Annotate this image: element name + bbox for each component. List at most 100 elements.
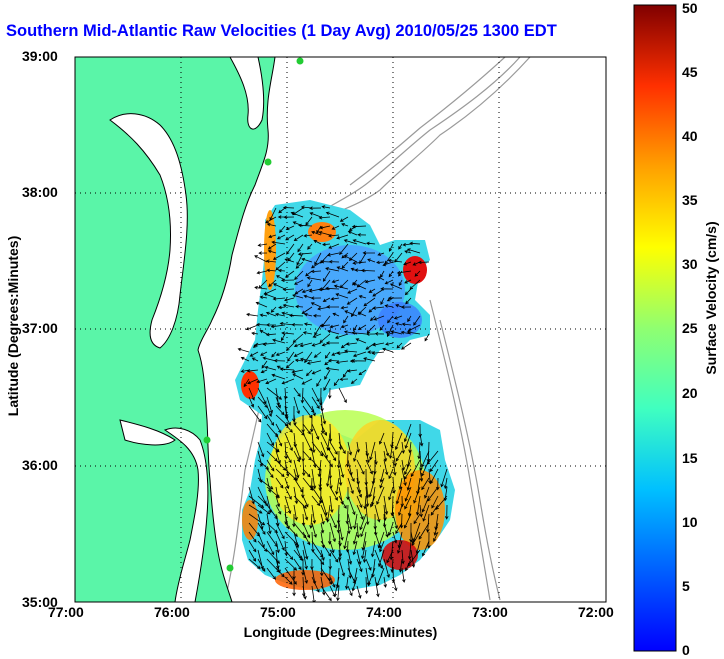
velocity-arrow	[311, 450, 317, 468]
velocity-arrow	[394, 432, 403, 451]
velocity-arrow	[251, 357, 259, 362]
velocity-arrow	[311, 576, 320, 593]
velocity-arrow	[285, 225, 295, 231]
velocity-arrow	[405, 297, 412, 305]
velocity-arrow	[385, 342, 394, 346]
velocity-arrow	[266, 268, 277, 273]
velocity-arrow	[365, 459, 373, 475]
velocity-arrow	[266, 513, 272, 535]
velocity-arrow	[386, 549, 394, 564]
velocity-arrow	[248, 396, 254, 408]
velocity-arrow	[367, 567, 376, 586]
velocity-arrow	[407, 504, 412, 517]
velocity-arrow	[247, 378, 259, 385]
velocity-arrow	[279, 367, 295, 371]
velocity-arrow	[265, 311, 277, 317]
velocity-arrow	[347, 549, 353, 565]
velocity-arrow	[404, 495, 412, 510]
velocity-arrow	[266, 432, 274, 447]
velocity-arrow	[284, 258, 295, 263]
velocity-arrow	[338, 522, 344, 541]
velocity-arrow	[363, 297, 376, 307]
velocity-arrow	[382, 261, 394, 267]
velocity-arrow	[260, 369, 268, 374]
velocity-arrow	[440, 468, 448, 488]
velocity-arrow	[360, 522, 367, 538]
velocity-arrow	[430, 468, 439, 485]
velocity-arrow	[275, 396, 281, 409]
velocity-arrow	[344, 310, 358, 317]
velocity-arrow	[248, 486, 255, 505]
velocity-arrow	[311, 549, 325, 566]
velocity-arrow	[395, 322, 403, 326]
velocity-arrow	[352, 540, 358, 556]
velocity-arrow	[318, 287, 331, 292]
velocity-arrow	[266, 222, 277, 227]
velocity-arrow	[424, 486, 430, 499]
velocity-arrow	[293, 450, 300, 463]
velocity-arrow	[352, 282, 367, 290]
velocity-arrow	[263, 292, 277, 299]
velocity-arrow	[388, 468, 394, 480]
velocity-arrow	[372, 288, 385, 297]
velocity-arrow	[368, 288, 376, 293]
velocity-arrow	[302, 423, 311, 435]
velocity-arrow	[291, 369, 304, 374]
velocity-arrow	[338, 441, 346, 455]
velocity-arrow	[281, 378, 295, 385]
velocity-arrow	[343, 349, 358, 353]
velocity-arrow	[369, 315, 376, 322]
velocity-arrow	[346, 369, 358, 373]
velocity-arrow	[410, 459, 421, 478]
velocity-arrow	[365, 567, 371, 587]
velocity-arrow	[382, 347, 394, 353]
velocity-arrow	[293, 468, 299, 482]
velocity-arrow	[326, 432, 331, 451]
velocity-arrow	[281, 333, 286, 342]
velocity-arrow	[298, 223, 313, 228]
velocity-arrow	[374, 332, 385, 336]
velocity-arrow	[284, 459, 290, 477]
low-velocity-region	[378, 302, 422, 338]
velocity-arrow	[388, 243, 394, 252]
velocity-arrow	[275, 450, 281, 465]
velocity-arrow	[302, 450, 312, 461]
velocity-arrow	[328, 423, 333, 443]
velocity-arrow	[293, 396, 300, 415]
velocity-arrow	[307, 243, 313, 250]
velocity-arrow	[383, 441, 390, 457]
velocity-arrow	[411, 531, 421, 546]
velocity-arrow	[339, 377, 349, 382]
velocity-arrow	[351, 331, 367, 335]
velocity-arrow	[296, 252, 304, 266]
velocity-arrow	[345, 342, 358, 346]
velocity-arrow	[335, 360, 349, 364]
velocity-arrow	[294, 270, 304, 280]
velocity-arrow	[302, 531, 311, 546]
velocity-arrow	[314, 252, 322, 266]
velocity-arrow	[395, 450, 403, 462]
velocity-arrow	[284, 423, 293, 433]
velocity-arrow	[365, 486, 370, 508]
velocity-arrow	[383, 576, 387, 588]
velocity-arrow	[256, 270, 268, 275]
velocity-arrow	[401, 549, 405, 565]
velocity-arrow	[347, 468, 355, 482]
velocity-arrow	[347, 558, 352, 579]
velocity-arrow	[286, 342, 295, 351]
velocity-arrow	[284, 558, 298, 571]
velocity-arrow	[310, 269, 322, 274]
velocity-arrow	[310, 414, 314, 433]
velocity-arrow	[279, 225, 286, 234]
velocity-arrow	[365, 504, 370, 526]
velocity-arrow	[320, 259, 331, 264]
velocity-arrow	[400, 495, 405, 508]
velocity-arrow	[266, 396, 273, 414]
velocity-arrow	[319, 333, 331, 344]
velocity-arrow	[305, 369, 313, 377]
radar-station	[226, 564, 234, 572]
x-tick-label: 72:00	[578, 604, 614, 620]
colorbar-tick: 20	[682, 385, 698, 401]
velocity-arrow	[347, 522, 351, 535]
velocity-arrow	[301, 288, 313, 294]
